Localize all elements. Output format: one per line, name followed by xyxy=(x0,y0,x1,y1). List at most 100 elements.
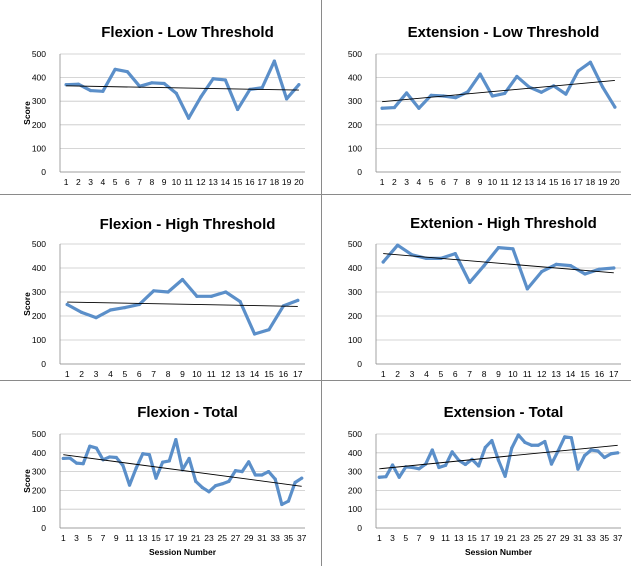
y-axis-label: Score xyxy=(22,469,32,493)
data-point xyxy=(609,452,613,456)
data-point xyxy=(223,78,227,82)
y-tick-label: 0 xyxy=(357,359,362,369)
x-axis-label: Session Number xyxy=(149,547,217,557)
y-tick-label: 300 xyxy=(32,96,46,106)
x-tick-label: 3 xyxy=(390,533,395,543)
data-point xyxy=(125,70,129,74)
data-point xyxy=(134,466,138,470)
data-point xyxy=(260,86,264,90)
x-tick-label: 14 xyxy=(537,177,547,187)
series-line xyxy=(380,60,617,110)
data-point xyxy=(76,82,80,86)
x-tick-label: 12 xyxy=(512,177,522,187)
x-tick-label: 25 xyxy=(217,533,227,543)
data-point xyxy=(602,455,607,460)
x-tick-label: 33 xyxy=(586,533,596,543)
data-point xyxy=(392,105,396,110)
x-tick-label: 8 xyxy=(150,177,155,187)
y-tick-label: 200 xyxy=(348,311,362,321)
x-tick-label: 18 xyxy=(270,177,280,187)
data-point xyxy=(525,287,529,291)
x-tick-label: 9 xyxy=(496,369,501,379)
data-point xyxy=(589,448,593,452)
data-point xyxy=(68,456,72,460)
y-tick-label: 100 xyxy=(32,504,46,514)
data-point xyxy=(482,264,486,268)
x-tick-label: 11 xyxy=(184,177,193,187)
x-tick-label: 17 xyxy=(257,177,267,187)
data-point xyxy=(180,277,185,282)
y-tick-label: 300 xyxy=(348,96,362,106)
data-point xyxy=(194,479,198,483)
chart-2: Extension - Low Threshold 0 100 200 300 400 50… xyxy=(348,24,621,187)
data-point xyxy=(483,445,487,450)
x-tick-label: 11 xyxy=(500,177,509,187)
data-point xyxy=(233,469,238,473)
trend-line xyxy=(67,301,298,307)
x-tick-label: 3 xyxy=(74,533,79,543)
data-point xyxy=(224,290,228,294)
trend-line xyxy=(66,85,299,91)
data-point xyxy=(108,308,113,312)
y-tick-label: 100 xyxy=(348,143,362,153)
data-point xyxy=(61,456,65,461)
x-tick-label: 16 xyxy=(245,177,255,187)
data-point xyxy=(466,90,470,94)
chart-title: Flexion - Low Threshold xyxy=(101,24,274,41)
y-tick-label: 100 xyxy=(32,143,46,153)
data-point xyxy=(596,449,600,453)
x-tick-label: 1 xyxy=(381,369,386,379)
y-tick-label: 100 xyxy=(348,335,362,345)
data-point xyxy=(101,89,105,93)
trend-line xyxy=(382,79,615,103)
data-point xyxy=(273,477,277,481)
data-point xyxy=(220,482,224,486)
data-point xyxy=(511,247,515,251)
x-tick-label: 16 xyxy=(561,177,571,187)
x-tick-label: 13 xyxy=(454,533,464,543)
x-tick-label: 13 xyxy=(138,533,148,543)
data-point xyxy=(554,262,558,266)
x-tick-label: 35 xyxy=(284,533,294,543)
x-tick-label: 4 xyxy=(101,177,106,187)
x-tick-label: 10 xyxy=(488,177,498,187)
y-tick-label: 200 xyxy=(348,120,362,130)
x-tick-label: 5 xyxy=(438,369,443,379)
x-tick-label: 3 xyxy=(404,177,409,187)
x-tick-label: 11 xyxy=(125,533,134,543)
y-tick-label: 400 xyxy=(32,448,46,458)
x-tick-label: 21 xyxy=(191,533,201,543)
data-point xyxy=(417,106,421,110)
data-point xyxy=(576,467,580,471)
data-point xyxy=(162,81,166,86)
series-line xyxy=(65,277,300,336)
series-line xyxy=(61,438,304,507)
data-point xyxy=(266,470,271,474)
data-point xyxy=(238,300,242,304)
data-point xyxy=(74,461,79,465)
data-point xyxy=(568,264,573,268)
row-divider-2 xyxy=(0,380,631,381)
data-point xyxy=(429,93,433,97)
x-tick-label: 5 xyxy=(429,177,434,187)
x-tick-label: 8 xyxy=(482,369,487,379)
x-tick-label: 5 xyxy=(87,533,92,543)
data-point xyxy=(490,438,494,443)
x-tick-label: 21 xyxy=(507,533,517,543)
y-tick-label: 200 xyxy=(32,120,46,130)
x-tick-label: 18 xyxy=(586,177,596,187)
data-point xyxy=(463,462,467,467)
x-tick-label: 6 xyxy=(125,177,130,187)
data-point xyxy=(510,446,514,450)
x-tick-label: 5 xyxy=(122,369,127,379)
data-point xyxy=(536,443,540,447)
data-point xyxy=(523,440,527,445)
x-tick-label: 17 xyxy=(609,369,619,379)
data-point xyxy=(430,448,434,452)
data-point xyxy=(81,462,85,466)
x-tick-label: 4 xyxy=(424,369,429,379)
x-tick-label: 7 xyxy=(101,533,106,543)
data-point xyxy=(174,438,178,442)
x-tick-label: 7 xyxy=(453,177,458,187)
x-tick-label: 11 xyxy=(523,369,532,379)
